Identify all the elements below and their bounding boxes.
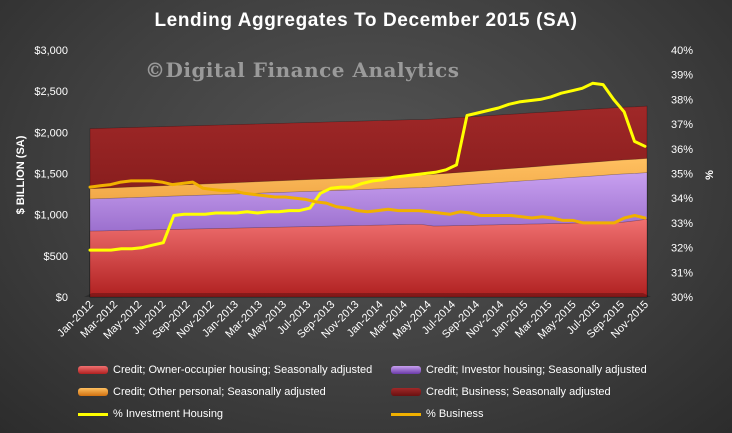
y2-tick-label: 40%	[671, 45, 693, 57]
legend-swatch-personal	[78, 388, 108, 396]
y-tick-label: $1,000	[34, 210, 68, 222]
y2-tick-label: 34%	[671, 193, 693, 205]
y-axis-title: $ BILLION (SA)	[15, 135, 27, 214]
line-0	[88, 81, 647, 252]
y-tick-label: $1,500	[34, 169, 68, 181]
watermark: ©Digital Finance Analytics	[145, 58, 460, 82]
area-0	[89, 218, 648, 298]
legend-swatch-inv-pct	[78, 412, 108, 416]
x-axis-ticks: Jan-2012Mar-2012May-2012Jul-2012Sep-2012…	[55, 299, 651, 342]
y2-tick-label: 35%	[671, 169, 693, 181]
chart-title: Lending Aggregates To December 2015 (SA)	[154, 10, 578, 31]
y-tick-label: $2,000	[34, 127, 68, 139]
legend-item-bus-pct: % Business	[391, 408, 483, 420]
legend-swatch-business	[391, 388, 421, 396]
legend-label-business: Credit; Business; Seasonally adjusted	[426, 386, 611, 398]
y-tick-label: $0	[56, 292, 68, 304]
legend-swatch-investor	[391, 366, 421, 374]
legend-swatch-owner	[78, 366, 108, 374]
legend-item-business: Credit; Business; Seasonally adjusted	[391, 386, 611, 398]
y2-tick-label: 39%	[671, 70, 693, 82]
line-1	[88, 179, 647, 225]
percent-lines	[88, 81, 647, 252]
plot-area: $0 $500 $1,000 $1,500 $2,000 $2,500 $3,000 30%…	[15, 45, 716, 342]
legend: Credit; Owner-occupier housing; Seasonal…	[78, 360, 698, 430]
area-floor	[84, 293, 651, 297]
y-axis-ticks: $0 $500 $1,000 $1,500 $2,000 $2,500 $3,000	[34, 45, 68, 304]
stacked-areas	[84, 105, 651, 298]
legend-item-personal: Credit; Other personal; Seasonally adjus…	[78, 386, 326, 398]
y2-tick-label: 32%	[671, 243, 693, 255]
legend-item-inv-pct: % Investment Housing	[78, 408, 223, 420]
y2-axis-ticks: 30% 31% 32% 33% 34% 35% 36% 37% 38% 39% 40%	[671, 45, 693, 304]
y2-tick-label: 37%	[671, 119, 693, 131]
legend-label-inv-pct: % Investment Housing	[113, 408, 224, 420]
legend-label-personal: Credit; Other personal; Seasonally adjus…	[113, 386, 326, 398]
y2-tick-label: 31%	[671, 267, 693, 279]
y-tick-label: $2,500	[34, 86, 68, 98]
legend-item-owner-occupier: Credit; Owner-occupier housing; Seasonal…	[78, 364, 372, 376]
legend-label-bus-pct: % Business	[426, 408, 484, 420]
y-tick-label: $3,000	[34, 45, 68, 57]
legend-swatch-bus-pct	[391, 412, 421, 416]
y2-axis-title: %	[704, 170, 716, 180]
y-tick-label: $500	[44, 251, 68, 263]
legend-label-investor: Credit; Investor housing; Seasonally adj…	[426, 364, 647, 376]
y2-tick-label: 33%	[671, 218, 693, 230]
y2-tick-label: 36%	[671, 144, 693, 156]
y2-tick-label: 38%	[671, 94, 693, 106]
y2-tick-label: 30%	[671, 292, 693, 304]
legend-label-owner: Credit; Owner-occupier housing; Seasonal…	[113, 364, 373, 376]
legend-item-investor: Credit; Investor housing; Seasonally adj…	[391, 364, 647, 376]
